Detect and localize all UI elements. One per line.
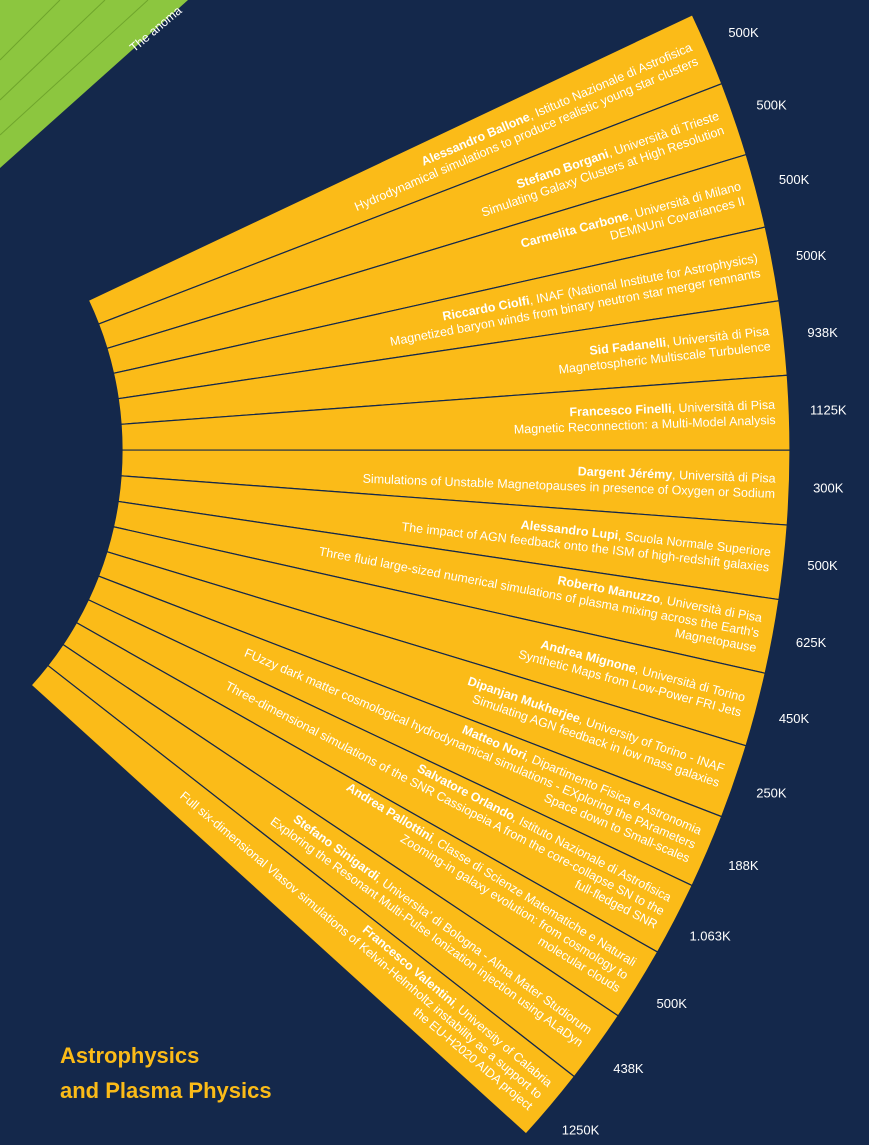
allocation: 188K	[728, 858, 759, 873]
allocation: 300K	[813, 481, 844, 496]
allocation: 938K	[807, 325, 838, 340]
section-title: Astrophysics	[60, 1043, 199, 1068]
allocation: 500K	[779, 172, 810, 187]
allocation: 438K	[613, 1061, 644, 1076]
allocation: 1125K	[810, 403, 847, 418]
allocation: 500K	[756, 98, 787, 113]
divider	[0, 0, 149, 136]
allocation: 1250K	[562, 1122, 600, 1137]
allocation: 250K	[756, 786, 787, 801]
green-wedge	[0, 0, 188, 168]
researcher-line: Francesco Finelli, Università di Pisa	[569, 398, 775, 420]
allocation: 500K	[796, 248, 827, 263]
researcher-name: Francesco Finelli	[569, 402, 672, 420]
affiliation: , Università di Pisa	[672, 468, 776, 486]
allocation: 625K	[796, 635, 827, 650]
affiliation: , Università di Pisa	[671, 398, 775, 416]
researcher-name: Dargent Jérémy	[577, 465, 672, 482]
allocation: 500K	[807, 558, 838, 573]
allocation: 1.063K	[689, 929, 731, 944]
section-title: and Plasma Physics	[60, 1078, 272, 1103]
divider	[0, 0, 61, 61]
allocation: 500K	[728, 25, 759, 40]
allocation: 500K	[657, 996, 688, 1011]
sector	[30, 664, 576, 1135]
allocation: 450K	[779, 711, 810, 726]
divider	[0, 0, 106, 101]
researcher-line: Dargent Jérémy, Università di Pisa	[577, 465, 775, 486]
